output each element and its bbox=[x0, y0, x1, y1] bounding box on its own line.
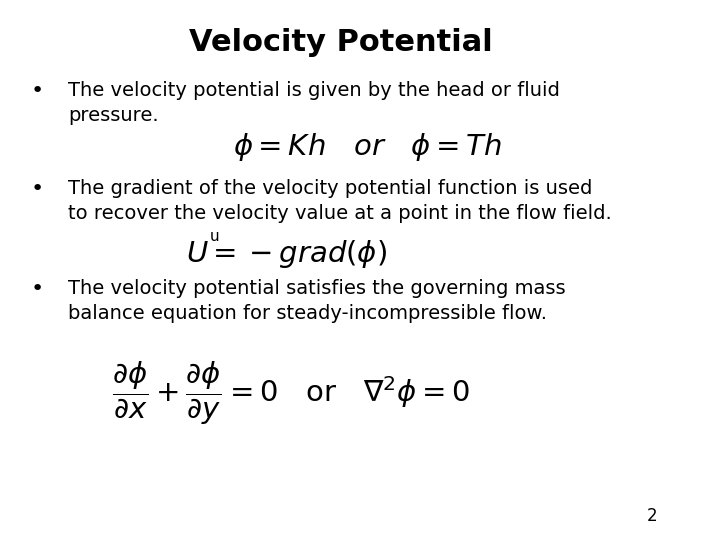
Text: •: • bbox=[31, 179, 45, 199]
Text: 2: 2 bbox=[647, 507, 657, 525]
Text: The gradient of the velocity potential function is used: The gradient of the velocity potential f… bbox=[68, 179, 593, 198]
Text: The velocity potential is given by the head or fluid: The velocity potential is given by the h… bbox=[68, 81, 560, 100]
Text: •: • bbox=[31, 279, 45, 299]
Text: The velocity potential satisfies the governing mass: The velocity potential satisfies the gov… bbox=[68, 279, 566, 298]
Text: balance equation for steady-incompressible flow.: balance equation for steady-incompressib… bbox=[68, 304, 547, 323]
Text: $U = -grad(\phi)$: $U = -grad(\phi)$ bbox=[186, 238, 387, 270]
Text: $\phi = Kh$   or   $\phi = Th$: $\phi = Kh$ or $\phi = Th$ bbox=[233, 131, 502, 163]
Text: Velocity Potential: Velocity Potential bbox=[189, 28, 492, 57]
Text: pressure.: pressure. bbox=[68, 106, 158, 125]
Text: •: • bbox=[31, 81, 45, 102]
Text: to recover the velocity value at a point in the flow field.: to recover the velocity value at a point… bbox=[68, 204, 612, 222]
Text: $\dfrac{\partial \phi}{\partial x} + \dfrac{\partial \phi}{\partial y} = 0$   or: $\dfrac{\partial \phi}{\partial x} + \df… bbox=[112, 360, 470, 428]
Text: u: u bbox=[210, 228, 219, 244]
